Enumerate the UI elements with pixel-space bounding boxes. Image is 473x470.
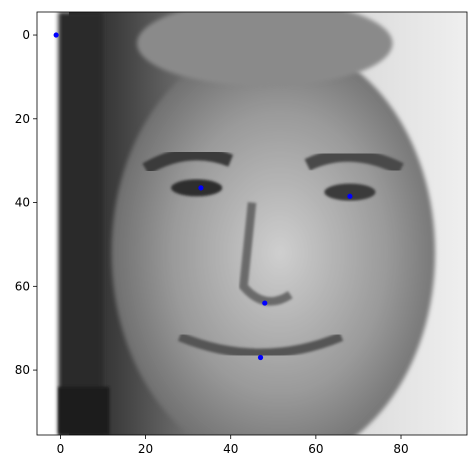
- x-tick-label: 80: [393, 442, 408, 456]
- y-tick-label: 20: [15, 112, 30, 126]
- y-tick-label: 0: [22, 28, 30, 42]
- face-shape: [111, 40, 436, 435]
- shirt-collar: [58, 386, 110, 435]
- x-tick-label: 0: [57, 442, 65, 456]
- y-tick-label: 80: [15, 363, 30, 377]
- x-tick-label: 40: [223, 442, 238, 456]
- keypoint-marker: [198, 185, 204, 191]
- x-tick-label: 20: [138, 442, 153, 456]
- eye-left: [171, 179, 223, 197]
- keypoint-marker: [53, 32, 59, 38]
- y-axis: 0 20 40 60 80: [15, 28, 37, 377]
- keypoint-marker: [347, 193, 353, 199]
- hair-left: [58, 12, 103, 435]
- x-axis: 0 20 40 60 80: [57, 435, 409, 456]
- keypoint-markers: [53, 32, 353, 361]
- face-image: [37, 12, 467, 435]
- brow-right: [304, 148, 404, 175]
- eye-right: [324, 183, 376, 201]
- keypoint-marker: [257, 354, 264, 361]
- y-tick-label: 60: [15, 279, 30, 293]
- mouth: [177, 332, 344, 359]
- nose: [239, 202, 293, 306]
- plot-frame: [36, 11, 468, 436]
- keypoint-marker: [262, 300, 268, 306]
- forehead: [137, 12, 393, 86]
- brow-left: [142, 147, 234, 175]
- x-tick-label: 60: [308, 442, 323, 456]
- y-tick-label: 40: [15, 196, 30, 210]
